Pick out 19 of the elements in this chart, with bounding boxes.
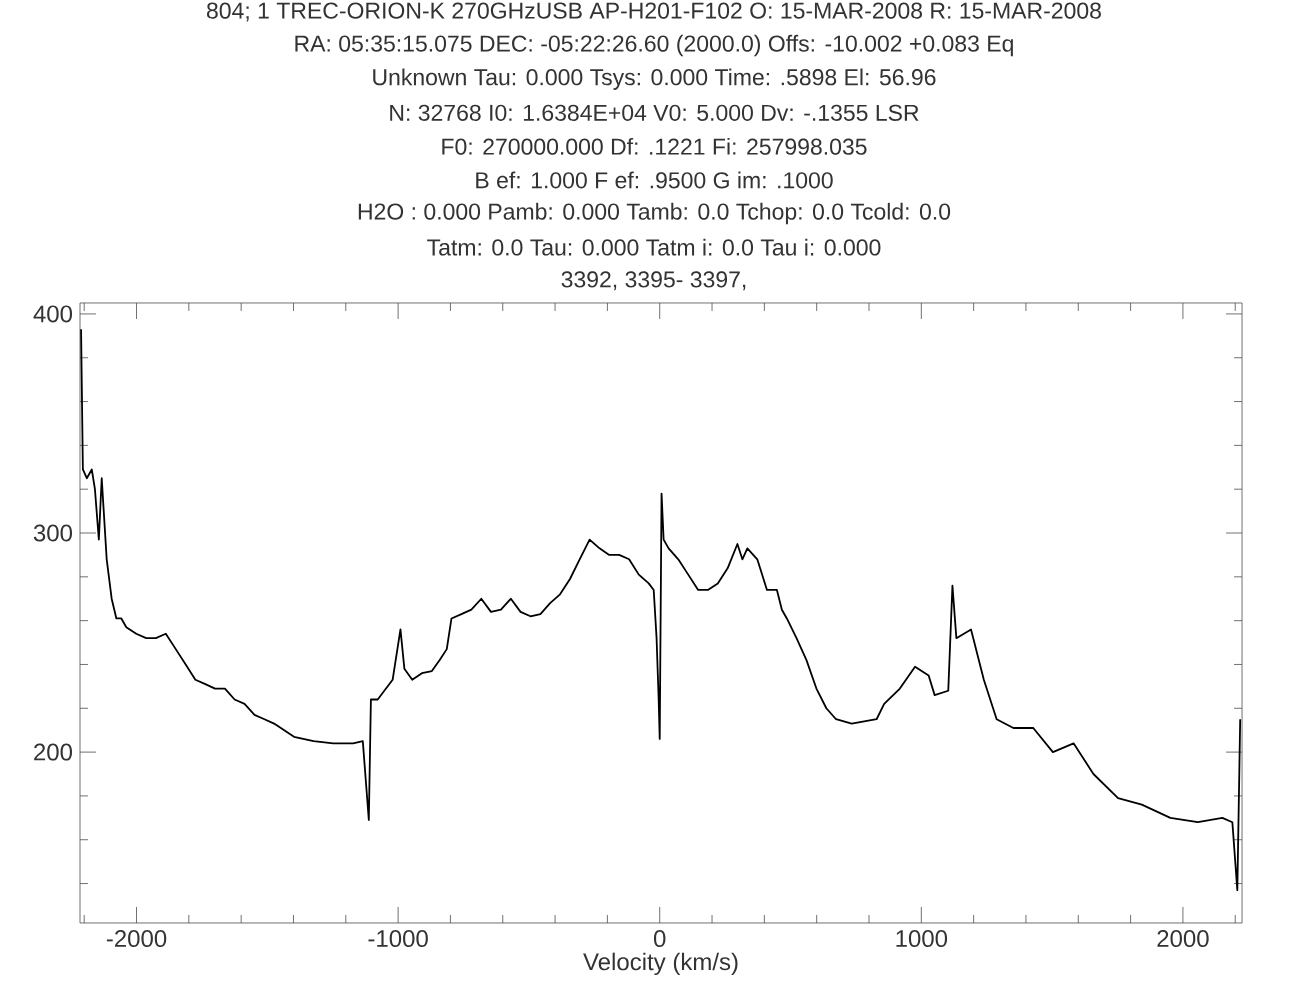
text: H2O : 0.000 Pamb: 0.000 Tamb: 0.0 Tchop: 0.0 Tcold: 0.0 [358, 202, 951, 225]
text: 3392, 3395- 3397, [561, 271, 746, 291]
x-axis-title: Velocity (km/s) [583, 952, 738, 976]
x-tick-label: -1000 [368, 930, 428, 948]
line-series [80, 328, 1242, 892]
x-tick-label: 0 [653, 930, 666, 948]
y-tick-label: 300 [33, 524, 73, 542]
text: N: 32768 I0: 1.6384E+04 V0: 5.000 Dv: -.1355 LSR [390, 104, 919, 121]
text: Tatm: 0.0 Tau: 0.000 Tatm i: 0.0 Tau i: 0.000 [427, 238, 881, 256]
text: Unknown Tau: 0.000 Tsys: 0.000 Time: .5898 El: 56.96 [373, 68, 936, 90]
text: RA: 05:35:15.075 DEC: -05:22:26.60 (2000.0) Offs: -10.002 +0.083 Eq [295, 34, 1013, 57]
y-tick-label: 200 [34, 743, 73, 761]
chart-title: 804; 1 TREC-ORION-K 270GHzUSB AP-H201-F102 O: 15-MAR-2008 R: 15-MAR-2008 [206, 2, 1101, 22]
x-tick-label: -2000 [106, 930, 167, 948]
x-tick-label: 2000 [1157, 930, 1209, 948]
x-tick-label: 1000 [896, 930, 948, 948]
y-tick-label: 400 [33, 305, 73, 323]
text: B ef: 1.000 F ef: .9500 G im: .1000 [476, 171, 833, 189]
text: F0: 270000.000 Df: .1221 Fi: 257998.035 [442, 137, 867, 155]
